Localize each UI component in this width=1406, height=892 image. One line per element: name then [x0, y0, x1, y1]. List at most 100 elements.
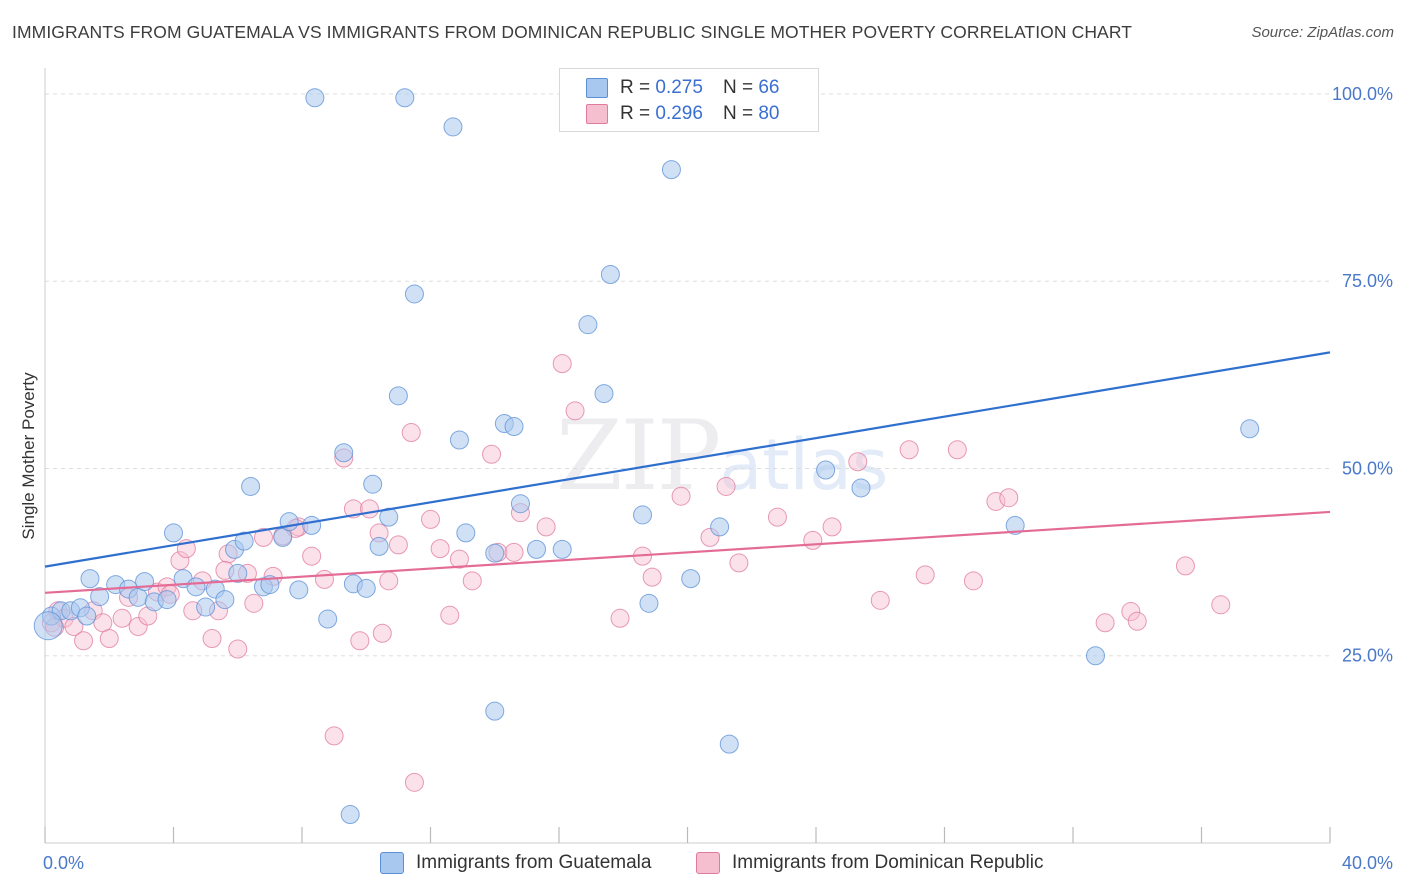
data-point	[1240, 419, 1260, 439]
tick-labels: 25.0% 50.0% 75.0% 100.0% 0.0% 40.0%	[43, 84, 1393, 873]
data-point	[449, 430, 469, 450]
data-point	[421, 509, 440, 529]
data-point	[379, 507, 399, 527]
series-guatemala-points	[33, 88, 1260, 825]
data-point	[363, 474, 383, 494]
data-point	[578, 315, 598, 335]
data-point	[482, 444, 502, 464]
data-point	[289, 580, 309, 600]
data-point	[536, 517, 556, 537]
axes	[44, 68, 1331, 844]
data-point	[164, 523, 183, 543]
data-point	[314, 569, 334, 589]
data-point	[404, 284, 424, 304]
legend-r-label: R =	[620, 77, 651, 98]
data-point	[33, 611, 63, 641]
data-point	[716, 476, 736, 496]
data-point	[196, 597, 216, 617]
legend-n-value: 80	[758, 103, 780, 124]
data-point	[1005, 515, 1025, 535]
y-tick-label: 75.0%	[1342, 271, 1393, 291]
data-point	[302, 546, 322, 566]
data-point	[186, 577, 206, 597]
stats-legend: R = 0.275 N = 66 R = 0.296 N = 80	[559, 68, 819, 132]
data-point	[74, 631, 94, 651]
data-point	[610, 608, 630, 628]
data-point	[848, 452, 868, 472]
data-point	[170, 551, 190, 571]
trend-line	[44, 351, 1331, 568]
trend-line	[44, 510, 1331, 594]
data-point	[1095, 613, 1115, 633]
data-point	[594, 384, 614, 404]
data-point	[372, 623, 392, 643]
data-point	[340, 805, 360, 825]
chart-title: IMMIGRANTS FROM GUATEMALA VS IMMIGRANTS …	[12, 22, 1133, 42]
legend-r-label: R =	[620, 103, 651, 124]
data-point	[112, 608, 132, 628]
data-point	[215, 590, 235, 610]
data-point	[710, 517, 730, 537]
bottom-legend-label-guatemala: Immigrants from Guatemala	[416, 852, 652, 873]
data-point	[1121, 602, 1141, 622]
y-axis-label: Single Mother Poverty	[19, 372, 38, 540]
data-point	[552, 354, 572, 374]
bottom-legend-dominican: Immigrants from Dominican Republic	[696, 852, 1044, 874]
data-point	[456, 523, 476, 543]
data-point	[851, 478, 871, 498]
data-point	[1175, 556, 1195, 576]
data-point	[401, 423, 421, 443]
data-point	[639, 593, 659, 613]
data-point	[449, 549, 469, 569]
data-point	[388, 535, 408, 555]
legend-swatch-dominican	[586, 104, 608, 124]
data-point	[302, 515, 322, 535]
x-tick-label: 0.0%	[43, 853, 84, 873]
data-point	[986, 491, 1006, 511]
data-point	[527, 539, 547, 559]
data-point	[633, 505, 653, 525]
data-point	[359, 499, 379, 519]
data-point	[485, 701, 505, 721]
data-point	[379, 571, 399, 591]
data-point	[729, 553, 749, 573]
legend-row-dominican: R = 0.296 N = 80	[586, 102, 779, 126]
data-point	[443, 117, 463, 137]
data-point	[128, 617, 148, 637]
legend-n-label: N =	[722, 103, 754, 124]
data-point	[157, 590, 177, 610]
data-point	[767, 507, 787, 527]
legend-r-value: 0.296	[655, 103, 703, 124]
data-point	[1127, 611, 1147, 631]
data-point	[404, 772, 424, 792]
data-point	[350, 631, 370, 651]
legend-swatch-guatemala	[586, 78, 608, 98]
data-point	[963, 571, 983, 591]
data-point	[661, 160, 681, 180]
data-point	[260, 575, 280, 595]
data-point	[552, 539, 572, 559]
data-point	[305, 88, 325, 108]
data-point	[369, 536, 389, 556]
legend-row-guatemala: R = 0.275 N = 66	[586, 76, 779, 100]
data-point	[999, 488, 1019, 508]
x-tick-label: 40.0%	[1342, 853, 1393, 873]
data-point	[600, 264, 620, 284]
data-point	[77, 606, 97, 626]
data-point	[324, 726, 344, 746]
data-point	[244, 593, 264, 613]
data-point	[899, 440, 919, 460]
data-point	[1211, 595, 1231, 615]
bottom-legend-label-dominican: Immigrants from Dominican Republic	[732, 852, 1044, 873]
data-point	[504, 542, 524, 562]
bottom-legend-swatch-guatemala	[380, 852, 404, 874]
data-point	[719, 734, 739, 754]
data-point	[253, 527, 273, 547]
data-point	[803, 530, 823, 550]
source-label: Source: ZipAtlas.com	[1251, 24, 1394, 41]
data-point	[485, 543, 505, 563]
data-point	[462, 571, 482, 591]
watermark: ZIPatlas	[556, 400, 888, 512]
legend-n-label: N =	[722, 77, 754, 98]
data-point	[395, 88, 415, 108]
